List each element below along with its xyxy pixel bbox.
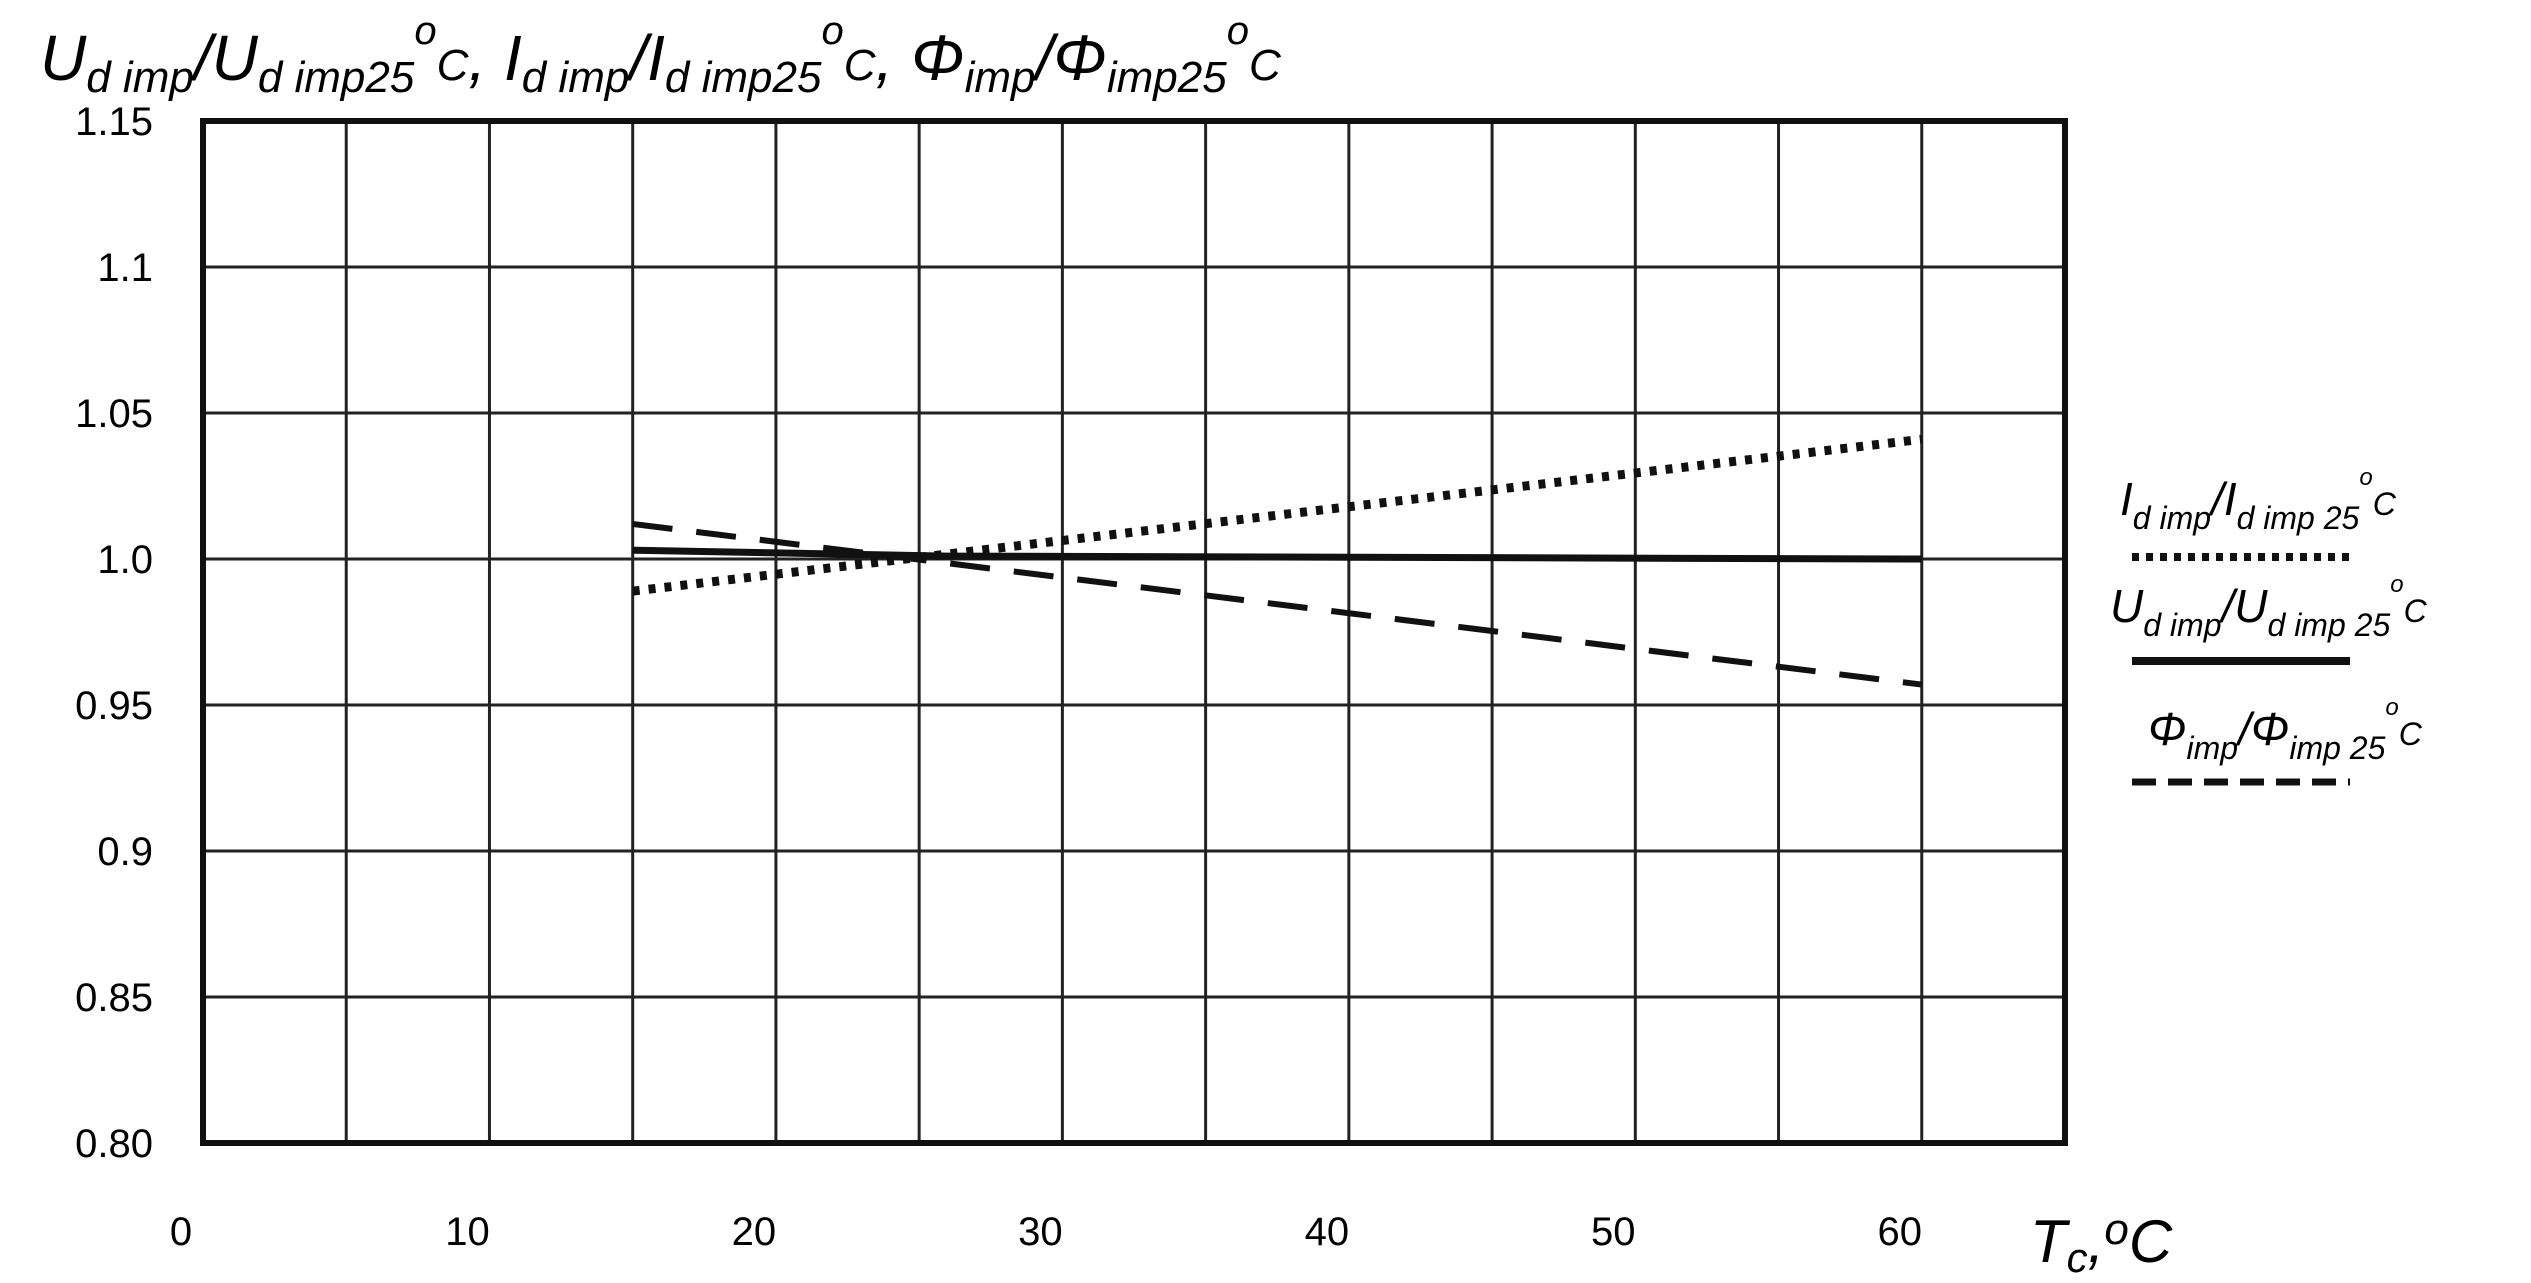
title-part-unit: C	[437, 41, 470, 90]
y-tick-label: 1.15	[75, 100, 153, 144]
title-part-unit: C	[844, 41, 877, 90]
x-label-main: T	[2030, 1208, 2071, 1275]
y-tick-label: 0.95	[75, 684, 153, 728]
legend-part-sub2: d imp 25	[2268, 607, 2391, 643]
series-dashed-line	[632, 520, 1923, 688]
series-dotted-line	[632, 434, 1923, 596]
x-label-sup: o	[2104, 1205, 2128, 1254]
legend-part-unit: C	[2404, 593, 2428, 629]
x-tick-label: 50	[1591, 1210, 1636, 1254]
grid	[201, 119, 2067, 1145]
x-label-unit: C	[2129, 1208, 2173, 1275]
series-solid-line	[632, 546, 1922, 563]
legend-part-main2: U	[2234, 580, 2268, 632]
legend-label: Id imp/Id imp 25oC	[2120, 464, 2397, 536]
legend-part-sub2: d imp 25	[2237, 500, 2360, 536]
x-tick-label: 20	[732, 1210, 777, 1254]
plot-frame	[200, 118, 2068, 1146]
title-part-sup: o	[414, 9, 436, 53]
legend-part-main2: I	[2224, 473, 2237, 525]
legend-part-main: U	[2110, 580, 2144, 632]
title-separator: ,	[875, 22, 911, 94]
title-part-sup: o	[821, 9, 843, 53]
series-lines	[632, 434, 1923, 688]
legend-part-main2: Φ	[2251, 703, 2290, 755]
y-axis-ticks: 0.80 0.85 0.9 0.95 1.0 1.05 1.1 1.15	[75, 100, 153, 1166]
y-tick-label: 0.80	[75, 1122, 153, 1166]
y-tick-label: 1.1	[97, 246, 153, 290]
chart-title-text: Ud imp/Ud imp25oC, Id imp/Id imp25oC, Φi…	[40, 9, 1282, 102]
legend-part-sup: o	[2390, 571, 2403, 598]
title-part-sub2: d imp25	[258, 53, 415, 102]
legend-part-unit: C	[2399, 716, 2423, 752]
title-part-sup: o	[1227, 9, 1249, 53]
title-part-unit: C	[1249, 41, 1282, 90]
legend-part-slash: /	[2218, 580, 2238, 632]
title-part-sub2: d imp25	[665, 53, 822, 102]
legend-part-slash: /	[2208, 473, 2228, 525]
legend-part-main: Φ	[2148, 703, 2187, 755]
title-part-main2: U	[212, 22, 259, 94]
legend-part-sub: d imp	[2133, 500, 2211, 536]
x-axis-label-text: Tc,oC	[2030, 1205, 2173, 1281]
x-axis-ticks: 0 10 20 30 40 50 60	[170, 1210, 1922, 1254]
legend-part-sub: imp	[2187, 730, 2239, 766]
x-tick-label: 40	[1305, 1210, 1350, 1254]
x-tick-label: 0	[170, 1210, 192, 1254]
x-tick-label: 10	[445, 1210, 490, 1254]
legend-part-sub: d imp	[2143, 607, 2221, 643]
title-part-sub2: imp25	[1107, 53, 1227, 102]
legend-part-main: I	[2120, 473, 2133, 525]
x-label-comma: ,	[2088, 1208, 2105, 1275]
legend-part-sup: o	[2385, 694, 2398, 721]
legend-label: Ud imp/Ud imp 25oC	[2110, 571, 2428, 643]
title-part-main2: I	[647, 22, 665, 94]
title-part-main: U	[40, 22, 87, 94]
x-tick-label: 60	[1878, 1210, 1923, 1254]
chart-title: Ud imp/Ud imp25oC, Id imp/Id imp25oC, Φi…	[40, 9, 1282, 102]
y-tick-label: 1.0	[97, 538, 153, 582]
title-part-sub: d imp	[86, 53, 194, 102]
x-axis-label: Tc,oC	[2030, 1205, 2173, 1281]
legend-part-unit: C	[2373, 486, 2397, 522]
y-tick-label: 0.9	[97, 830, 153, 874]
legend-part-sup: o	[2359, 464, 2372, 491]
title-part-sub: imp	[965, 53, 1036, 102]
x-label-sub: c	[2067, 1234, 2088, 1281]
y-tick-label: 0.85	[75, 976, 153, 1020]
y-tick-label: 1.05	[75, 392, 153, 436]
title-part-main2: Φ	[1053, 22, 1107, 94]
x-tick-label: 30	[1018, 1210, 1063, 1254]
title-part-main: I	[504, 22, 522, 94]
legend-part-sub2: imp 25	[2289, 730, 2385, 766]
legend-part-slash: /	[2235, 703, 2255, 755]
legend-label: Φimp/Φimp 25oC	[2148, 694, 2423, 766]
title-part-sub: d imp	[522, 53, 630, 102]
title-separator: ,	[468, 22, 504, 94]
title-part-main: Φ	[911, 22, 965, 94]
